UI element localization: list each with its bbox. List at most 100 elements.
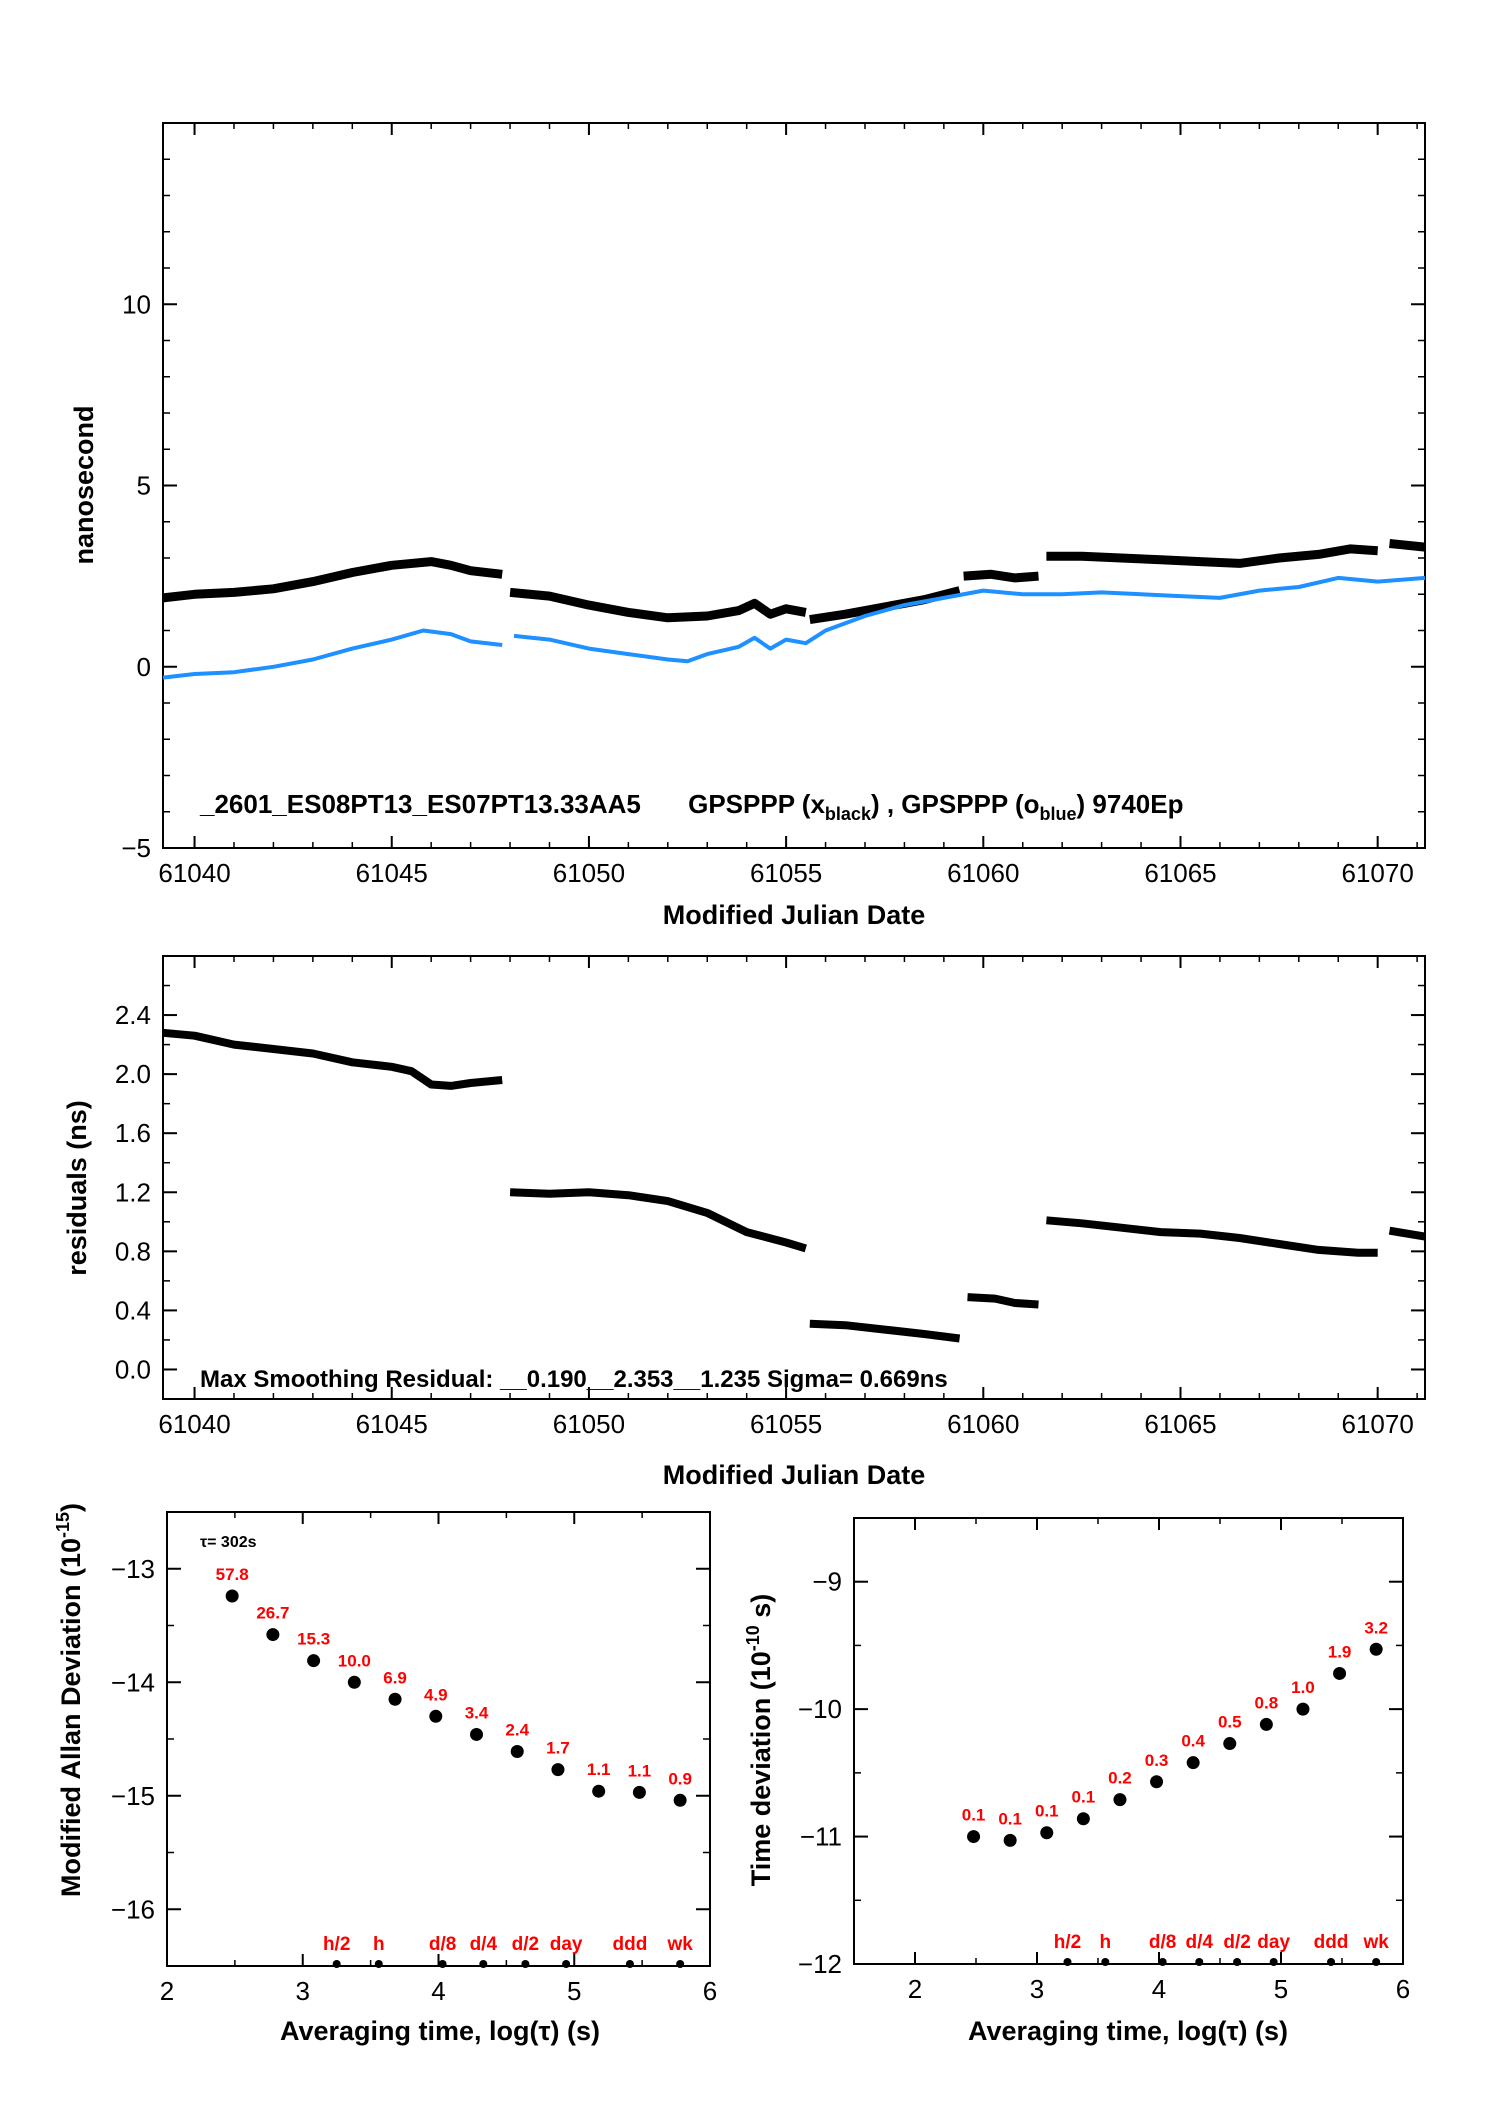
y-tick-label: −5 (121, 833, 151, 863)
mdev-point-label: 6.9 (383, 1668, 407, 1687)
tdev-point-label: 1.9 (1328, 1642, 1352, 1661)
tdev-marker-label: d/4 (1186, 1932, 1214, 1953)
tdev-point-label: 1.0 (1291, 1678, 1315, 1697)
tdev-point (1003, 1833, 1017, 1847)
x-tick-label: 61070 (1342, 1409, 1414, 1439)
mdev-point-label: 15.3 (297, 1630, 330, 1649)
tdev-point-label: 0.1 (962, 1806, 986, 1825)
tdev-point (1113, 1793, 1127, 1807)
y-tick-label: 1.2 (115, 1177, 151, 1207)
tdev-marker-label: ddd (1314, 1932, 1349, 1953)
phase-y-axis-title: nanosecond (69, 405, 99, 564)
mdev-point (510, 1744, 524, 1758)
residuals-panel: 61040 61045 61050 61055 61060 61065 61070 0.0 0.… (62, 955, 1426, 1490)
mdev-point-label: 3.4 (465, 1703, 489, 1722)
phase-series-layer (162, 539, 1426, 680)
tdev-y-title-end: s) (746, 1594, 776, 1626)
y-tick-label: 2.4 (115, 1000, 151, 1030)
phase-series-0-segment-1 (509, 587, 807, 623)
y-tick-label: 2.0 (115, 1059, 151, 1089)
y-tick-label: 5 (137, 471, 151, 501)
x-tick-label: 2 (160, 1976, 174, 2006)
phase-panel: 61040 61045 61050 61055 61060 61065 61070 −5 0 5 1… (69, 122, 1426, 930)
mdev-panel: 57.8 26.7 15.3 10.0 6.9 4.9 3.4 2.4 1.7 1.1 1.1 0.9… (53, 1503, 717, 2046)
residuals-y-axis-title: residuals (ns) (62, 1100, 92, 1276)
tdev-marker-dot (1372, 1958, 1381, 1966)
mdev-point (632, 1785, 646, 1799)
y-tick-label: −9 (812, 1567, 842, 1597)
residuals-segment-3 (967, 1293, 1039, 1309)
y-tick-label: −10 (798, 1694, 842, 1724)
mdev-marker-label: day (550, 1934, 583, 1955)
mdev-point (388, 1692, 402, 1706)
x-tick-label: 61060 (947, 1409, 1019, 1439)
tdev-point-label: 0.2 (1108, 1769, 1132, 1788)
tdev-marker-label: d/2 (1223, 1932, 1250, 1953)
x-tick-label: 61065 (1144, 1409, 1216, 1439)
tdev-marker-label: day (1257, 1932, 1290, 1953)
x-tick-label: 61070 (1342, 858, 1414, 888)
mdev-marker-dot (562, 1960, 571, 1968)
mdev-y-title-exp: -15 (53, 1512, 73, 1538)
mdev-point-label: 1.7 (546, 1739, 570, 1758)
y-tick-label: 0.8 (115, 1236, 151, 1266)
x-tick-label: 61040 (158, 858, 230, 888)
x-tick-label: 61050 (553, 1409, 625, 1439)
tdev-point (1186, 1756, 1200, 1770)
mdev-point (307, 1654, 321, 1668)
y-tick-label: −15 (111, 1781, 155, 1811)
phase-series-0-segment-5 (1389, 539, 1426, 552)
residuals-series-layer (162, 1028, 1426, 1343)
tdev-point (1076, 1812, 1090, 1826)
residuals-x-axis-title: Modified Julian Date (663, 1460, 926, 1490)
mdev-marker-dot (438, 1960, 447, 1968)
y-tick-label: −13 (111, 1554, 155, 1584)
residuals-plot-frame (162, 955, 1426, 1400)
mdev-marker-dot (479, 1960, 488, 1968)
y-tick-label: 0.0 (115, 1354, 151, 1384)
phase-series-0-segment-0 (162, 557, 503, 603)
mdev-y-title-main: Modified Allan Deviation (10 (56, 1538, 86, 1897)
mdev-points-layer: 57.8 26.7 15.3 10.0 6.9 4.9 3.4 2.4 1.7 1.1 1.1 0.9… (216, 1565, 693, 1968)
mdev-marker-dot (625, 1960, 634, 1968)
tdev-marker-dot (1158, 1958, 1167, 1966)
phase-annotation-label3: ) 9740Ep (1077, 789, 1184, 819)
tdev-marker-label: d/8 (1149, 1932, 1176, 1953)
tdev-point (967, 1830, 981, 1844)
tdev-y-title-main: Time deviation (10 (746, 1651, 776, 1886)
tdev-marker-dot (1195, 1958, 1204, 1966)
mdev-marker-dot (332, 1960, 341, 1968)
x-tick-label: 61045 (356, 1409, 428, 1439)
mdev-point-label: 2.4 (505, 1720, 529, 1739)
tdev-marker-dot (1101, 1958, 1110, 1966)
phase-series-0-segment-3 (963, 569, 1039, 583)
mdev-marker-label: d/4 (470, 1934, 498, 1955)
phase-x-axis-title: Modified Julian Date (663, 900, 926, 930)
x-tick-label: 5 (567, 1976, 581, 2006)
phase-annotation-sub2: blue (1040, 804, 1077, 824)
mdev-point-label: 1.1 (628, 1761, 652, 1780)
mdev-axes: 2 3 4 5 6 −16 −15 −14 −13 (111, 1511, 717, 2006)
tdev-axes: 2 3 4 5 6 −12 −11 −10 −9 (798, 1517, 1410, 2004)
residuals-axes: 61040 61045 61050 61055 61060 61065 61070 0.0 0.… (115, 955, 1425, 1439)
tdev-y-axis-title: Time deviation (10-10 s) (743, 1594, 776, 1887)
x-tick-label: 6 (1396, 1974, 1410, 2004)
residuals-segment-5 (1388, 1226, 1426, 1241)
phase-axes: 61040 61045 61050 61055 61060 61065 61070 −5 0 5 1… (121, 122, 1425, 888)
mdev-point (470, 1727, 484, 1741)
mdev-point (551, 1763, 565, 1777)
tdev-point (1040, 1826, 1054, 1840)
tdev-point-label: 0.4 (1181, 1732, 1205, 1751)
tdev-marker-dot (1233, 1958, 1242, 1966)
mdev-tau-note: τ= 302s (200, 1534, 257, 1551)
residuals-segment-0 (162, 1028, 503, 1090)
mdev-marker-label: d/8 (429, 1934, 456, 1955)
tdev-points-layer: 0.1 0.1 0.1 0.1 0.2 0.3 0.4 0.5 0.8 1.0 1.9 3.2 h/2 h… (962, 1618, 1389, 1966)
mdev-point (673, 1793, 687, 1807)
tdev-x-axis-title: Averaging time, log(τ) (s) (968, 2016, 1288, 2046)
tdev-y-title-exp: -10 (743, 1625, 763, 1651)
tdev-point-label: 0.1 (1072, 1788, 1096, 1807)
x-tick-label: 61050 (553, 858, 625, 888)
mdev-marker-label: h/2 (323, 1934, 350, 1955)
mdev-marker-label: d/2 (512, 1934, 539, 1955)
